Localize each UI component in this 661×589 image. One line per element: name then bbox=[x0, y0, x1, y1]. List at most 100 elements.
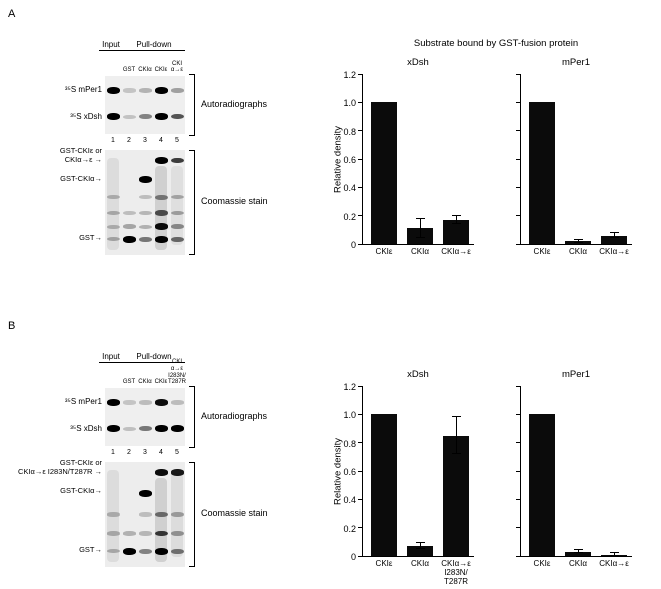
gel-band bbox=[154, 87, 168, 94]
gel-band bbox=[154, 511, 168, 518]
gel-band bbox=[106, 512, 120, 517]
y-tick-label: 1.0 bbox=[343, 98, 356, 109]
coomassie-stain-label: Coomassie stain bbox=[201, 196, 268, 206]
input-column-header: Input bbox=[99, 40, 123, 51]
panel-a: A Input Pull-down GST CKIα CKIε CKI α→ε ³⁵S… bbox=[8, 8, 632, 256]
error-bar-cap bbox=[610, 555, 619, 556]
error-bar-cap bbox=[452, 214, 461, 216]
gel-band bbox=[154, 425, 168, 433]
y-tick-mark bbox=[516, 73, 521, 75]
error-bar-cap bbox=[452, 453, 461, 454]
gel-band bbox=[106, 531, 120, 536]
bar-plot-xdsh: CKIε CKIα CKIα→ε I283N/ T287R bbox=[358, 385, 474, 586]
autorad-row-label-xdsh: ³⁵S xDsh bbox=[70, 424, 102, 433]
bar bbox=[371, 414, 397, 556]
gel-band bbox=[138, 512, 152, 517]
bar bbox=[529, 414, 555, 556]
gel-band bbox=[106, 425, 120, 432]
gel-band bbox=[138, 210, 152, 216]
y-tick-mark bbox=[358, 527, 363, 529]
pulldown-column-header: Pull-down bbox=[123, 40, 185, 51]
bar bbox=[565, 551, 591, 556]
lane-number: 3 bbox=[143, 449, 147, 456]
gel-band bbox=[170, 400, 184, 405]
gel-band bbox=[154, 223, 168, 230]
y-tick-label: 0 bbox=[350, 240, 356, 250]
gel-band bbox=[154, 235, 168, 243]
lane-protein-headers: GST CKIα CKIε CKI α→ε I283N/ T287R bbox=[105, 359, 186, 387]
error-bar bbox=[456, 215, 457, 225]
gel-band bbox=[106, 87, 120, 94]
y-tick-mark bbox=[516, 498, 521, 500]
gel-band bbox=[106, 224, 120, 229]
gel-band bbox=[138, 400, 152, 405]
lane-number: 5 bbox=[175, 449, 179, 456]
y-tick-mark bbox=[358, 186, 363, 188]
autoradiograph-gel bbox=[105, 76, 185, 134]
gel-band bbox=[138, 236, 152, 242]
y-tick-mark bbox=[516, 413, 521, 415]
x-category-label: CKIα→ε bbox=[599, 247, 629, 256]
y-tick-mark bbox=[358, 101, 363, 103]
error-bar-cap bbox=[452, 223, 461, 225]
x-category-label: CKIα bbox=[569, 559, 587, 568]
gel-band bbox=[122, 224, 136, 229]
lane-numbers: 1 2 3 4 5 bbox=[105, 137, 185, 146]
y-tick-mark bbox=[358, 555, 363, 557]
gel-band bbox=[122, 400, 136, 405]
x-category-label: CKIε bbox=[375, 559, 393, 568]
error-bar bbox=[420, 218, 421, 239]
lane-numbers: 1 2 3 4 5 bbox=[105, 449, 185, 458]
y-tick-label: 0.4 bbox=[343, 495, 356, 506]
lane-number: 3 bbox=[143, 137, 147, 144]
coomassie-gel bbox=[105, 462, 185, 567]
gel-lane-smear bbox=[171, 472, 183, 557]
group-title-xdsh: xDsh bbox=[407, 57, 429, 68]
y-tick-label: 0.2 bbox=[343, 211, 356, 222]
error-bar-cap bbox=[416, 237, 425, 239]
panel-label: A bbox=[8, 8, 16, 20]
y-tick-mark bbox=[358, 243, 363, 245]
gel-band bbox=[138, 88, 152, 93]
lane-number: 1 bbox=[111, 449, 115, 456]
coomassie-band-label-gst-ckie: GST-CKIε or CKIα→ε → bbox=[59, 146, 102, 164]
gel-lane-smear bbox=[107, 158, 119, 250]
lane-number: 2 bbox=[127, 449, 131, 456]
y-tick-mark bbox=[358, 158, 363, 160]
gel-band bbox=[170, 88, 184, 93]
gel-band bbox=[138, 195, 152, 200]
lane-number: 5 bbox=[175, 137, 179, 144]
gel-band bbox=[122, 235, 136, 243]
error-bar bbox=[614, 553, 615, 556]
y-tick-mark bbox=[358, 215, 363, 217]
error-bar-cap bbox=[574, 549, 583, 551]
gel-band bbox=[154, 210, 168, 216]
y-tick-mark bbox=[358, 130, 363, 132]
error-bar-cap bbox=[610, 231, 619, 233]
coomassie-band-label-gst: GST→ bbox=[79, 233, 102, 242]
gel-band bbox=[106, 210, 120, 216]
gel-band bbox=[170, 113, 184, 120]
y-tick-label: 1.2 bbox=[343, 382, 356, 392]
y-tick-mark bbox=[516, 470, 521, 472]
gel-band bbox=[154, 547, 168, 555]
lane-protein-label: CKIε bbox=[154, 67, 168, 74]
lane-protein-label: CKI α→ε bbox=[170, 60, 184, 74]
bar-plot-xdsh: CKIε CKIα CKIα→ε bbox=[358, 73, 474, 256]
y-tick-mark bbox=[516, 101, 521, 103]
y-tick-mark bbox=[358, 470, 363, 472]
y-tick-mark bbox=[516, 130, 521, 132]
y-tick-label: 1.2 bbox=[343, 70, 356, 80]
gel-band bbox=[106, 237, 120, 242]
y-tick-label: 0.2 bbox=[343, 523, 356, 534]
lane-protein-label: CKI α→ε I283N/ T287R bbox=[167, 359, 186, 386]
y-tick-label: 0.8 bbox=[343, 126, 356, 137]
x-category-label: CKIα→ε I283N/ T287R bbox=[441, 559, 471, 587]
gel-band bbox=[106, 195, 120, 200]
bar bbox=[407, 546, 433, 556]
x-category-label: CKIα bbox=[411, 247, 429, 256]
gel-band bbox=[154, 530, 168, 537]
gel-band bbox=[170, 195, 184, 200]
y-tick-mark bbox=[516, 442, 521, 444]
